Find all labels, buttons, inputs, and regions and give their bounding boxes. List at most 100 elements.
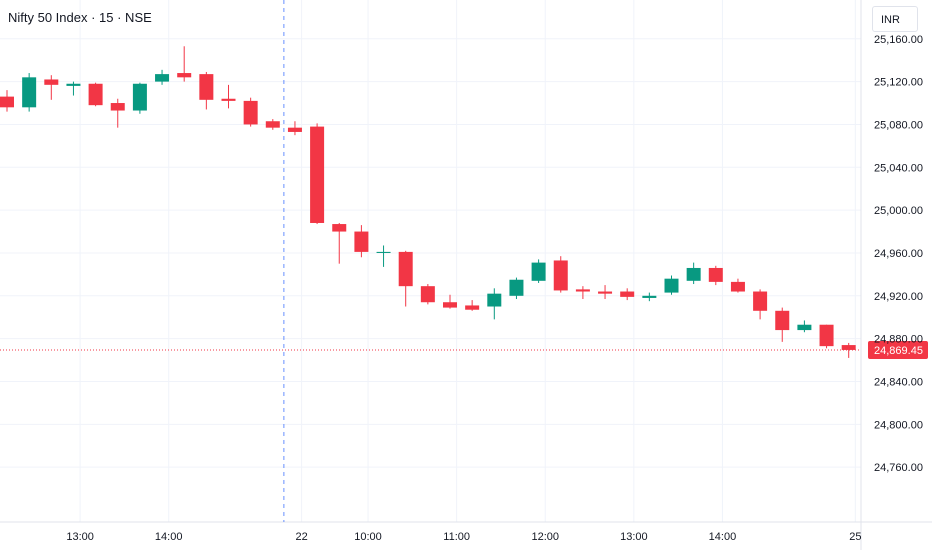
candle [44,75,59,100]
candle [642,292,657,302]
candle-body [841,345,856,350]
candle-body [819,324,834,347]
candle-body [398,251,413,287]
last-price-badge [868,340,928,359]
candle-body [730,281,745,292]
candle-body [376,251,391,253]
candle-body [199,74,214,100]
y-tick-label: 24,800.00 [874,419,923,431]
candle [155,69,170,85]
y-tick-label: 25,120.00 [874,77,923,89]
candle-body [553,260,568,291]
candle-body [443,302,457,308]
candle [708,265,723,286]
candle-body [642,295,657,298]
candle [199,71,214,110]
y-tick-label: 25,080.00 [874,119,923,131]
y-axis: 25,160.00 25,120.00 25,080.00 25,040.00 25,0… [874,34,923,474]
candle-body [575,289,590,292]
candle-body [465,305,480,310]
candle [841,342,856,358]
candle [66,81,81,96]
candle [509,277,524,300]
y-tick-label: 24,920.00 [874,291,923,303]
candle-body [243,100,258,125]
candle [132,82,147,114]
last-price-label: 24,869.45 [874,345,923,357]
candle-body [110,103,125,111]
candle [487,288,502,320]
candle-body [155,74,170,82]
candle [531,259,546,283]
candle-body [664,278,679,293]
candle [376,245,391,267]
candle [686,262,701,285]
candle-body [310,126,325,223]
candle [598,285,613,300]
candle-body [177,73,192,78]
candle [243,97,258,127]
candle-body [0,96,14,108]
candle-body [265,121,280,128]
chart-title: Nifty 50 Index · 15 · NSE [8,10,152,25]
x-tick-label: 14:00 [709,531,737,543]
candle-body [221,98,236,101]
candle-body [332,224,347,232]
y-tick-label: 24,880.00 [874,334,923,346]
candle-body [88,83,103,106]
candle [332,222,347,264]
candle [110,98,125,128]
candle [287,121,302,136]
y-tick-label: 25,000.00 [874,205,923,217]
candle [22,73,37,112]
candle-body [531,262,546,281]
x-tick-label: 25 [849,531,861,543]
candle [88,82,103,107]
candle [443,294,457,309]
candle-body [287,127,302,132]
candle-body [598,291,613,294]
candle [553,256,568,293]
candle-body [797,324,812,331]
candle-body [354,231,369,252]
candle [753,289,768,320]
candle-body [509,279,524,296]
candle-body [487,293,502,307]
candle [221,84,236,109]
x-axis: 13:00 14:00 22 10:00 11:00 12:00 13:00 14:00 25 [66,531,861,543]
x-tick-label: 13:00 [66,531,94,543]
candle [620,288,635,301]
x-tick-label: 22 [295,531,307,543]
x-tick-label: 14:00 [155,531,183,543]
x-tick-label: 13:00 [620,531,648,543]
candle [177,46,192,82]
candle [465,300,480,311]
candle [310,123,325,225]
y-tick-label: 24,840.00 [874,376,923,388]
candle-body [22,77,37,108]
candle [265,119,280,130]
candle [420,284,435,305]
candle-body [708,267,723,282]
candle [819,324,834,349]
candle-body [686,267,701,281]
last-price-line-layer: 24,869.45 [0,340,928,359]
currency-selector[interactable]: INR [872,6,918,32]
candle [0,90,14,112]
candle-body [44,79,59,85]
candle [797,320,812,333]
y-tick-label: 24,760.00 [874,462,923,474]
y-tick-label: 25,160.00 [874,34,923,46]
candle-body [753,291,768,311]
candle [398,250,413,307]
x-tick-label: 11:00 [443,531,470,543]
x-tick-label: 12:00 [531,531,559,543]
candle [575,286,590,300]
y-tick-label: 24,960.00 [874,248,923,260]
candle-body [620,291,635,297]
candle [664,275,679,295]
candle-body [132,83,147,111]
